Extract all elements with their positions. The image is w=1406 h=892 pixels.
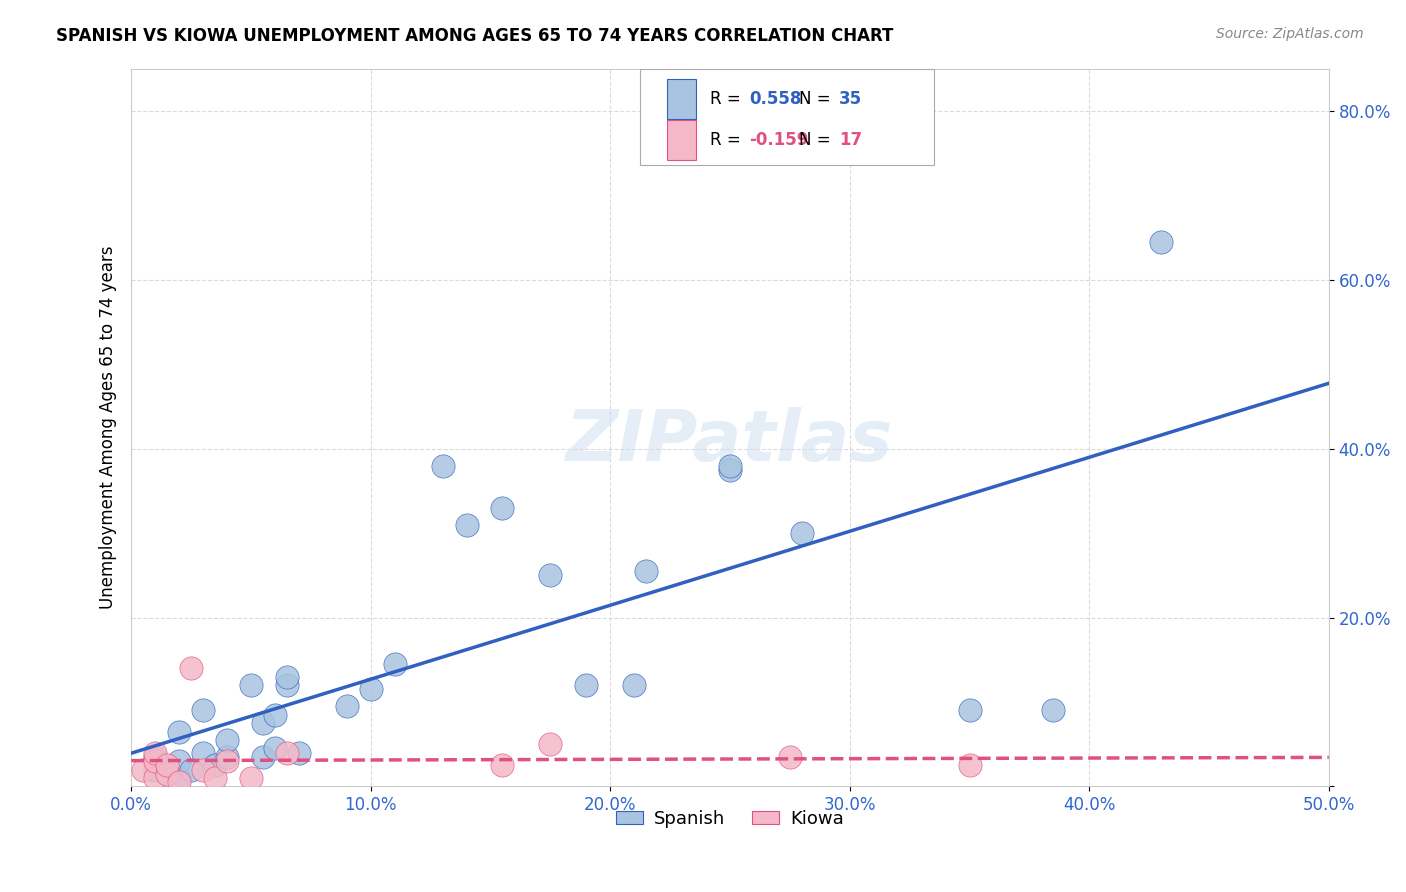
FancyBboxPatch shape: [666, 120, 696, 160]
Text: R =: R =: [710, 131, 745, 149]
Point: [779, 750, 801, 764]
Point: [143, 746, 166, 760]
Point: [180, 763, 202, 777]
Point: [538, 737, 561, 751]
Point: [156, 758, 179, 772]
FancyBboxPatch shape: [640, 69, 934, 165]
Point: [959, 758, 981, 772]
Point: [143, 763, 166, 777]
Point: [215, 754, 238, 768]
Text: N =: N =: [800, 90, 837, 108]
Point: [623, 678, 645, 692]
Point: [538, 568, 561, 582]
FancyBboxPatch shape: [666, 79, 696, 119]
Text: 0.558: 0.558: [749, 90, 801, 108]
Text: Source: ZipAtlas.com: Source: ZipAtlas.com: [1216, 27, 1364, 41]
Text: SPANISH VS KIOWA UNEMPLOYMENT AMONG AGES 65 TO 74 YEARS CORRELATION CHART: SPANISH VS KIOWA UNEMPLOYMENT AMONG AGES…: [56, 27, 894, 45]
Point: [636, 564, 658, 578]
Y-axis label: Unemployment Among Ages 65 to 74 years: Unemployment Among Ages 65 to 74 years: [100, 246, 117, 609]
Point: [167, 724, 190, 739]
Point: [384, 657, 406, 671]
Point: [790, 526, 813, 541]
Point: [491, 758, 513, 772]
Point: [718, 458, 741, 473]
Legend: Spanish, Kiowa: Spanish, Kiowa: [609, 803, 851, 835]
Point: [240, 771, 263, 785]
Point: [1150, 235, 1173, 249]
Point: [360, 682, 382, 697]
Point: [167, 775, 190, 789]
Text: R =: R =: [710, 90, 745, 108]
Point: [215, 750, 238, 764]
Point: [336, 699, 359, 714]
Point: [575, 678, 598, 692]
Point: [167, 754, 190, 768]
Point: [264, 707, 287, 722]
Text: 17: 17: [839, 131, 862, 149]
Point: [180, 661, 202, 675]
Point: [456, 517, 478, 532]
Point: [167, 771, 190, 785]
Text: -0.159: -0.159: [749, 131, 808, 149]
Point: [276, 746, 298, 760]
Point: [191, 763, 214, 777]
Point: [288, 746, 311, 760]
Point: [191, 703, 214, 717]
Point: [959, 703, 981, 717]
Point: [143, 754, 166, 768]
Point: [204, 758, 226, 772]
Point: [1042, 703, 1064, 717]
Point: [264, 741, 287, 756]
Point: [491, 500, 513, 515]
Point: [276, 678, 298, 692]
Point: [252, 750, 274, 764]
Point: [276, 670, 298, 684]
Point: [252, 716, 274, 731]
Point: [718, 463, 741, 477]
Text: 35: 35: [839, 90, 862, 108]
Point: [143, 771, 166, 785]
Point: [132, 763, 155, 777]
Point: [204, 771, 226, 785]
Point: [432, 458, 454, 473]
Point: [156, 767, 179, 781]
Point: [143, 750, 166, 764]
Text: ZIPatlas: ZIPatlas: [567, 408, 894, 476]
Point: [240, 678, 263, 692]
Point: [215, 733, 238, 747]
Text: N =: N =: [800, 131, 837, 149]
Point: [191, 746, 214, 760]
